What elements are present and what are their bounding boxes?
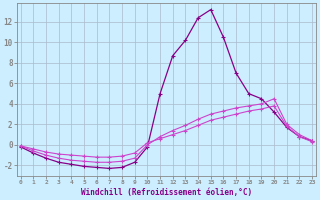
X-axis label: Windchill (Refroidissement éolien,°C): Windchill (Refroidissement éolien,°C) bbox=[81, 188, 252, 197]
